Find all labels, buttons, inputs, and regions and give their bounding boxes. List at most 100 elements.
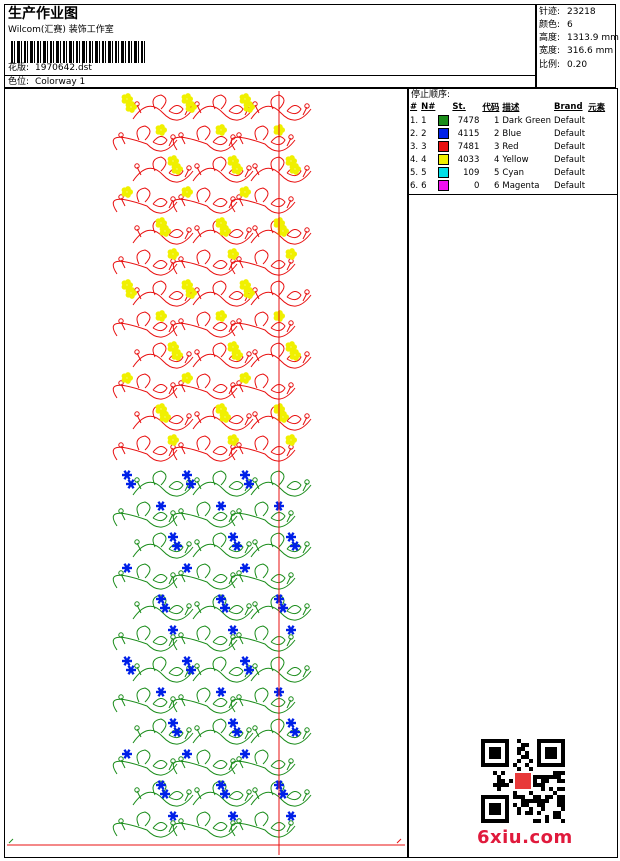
qr-module <box>557 775 561 779</box>
vine-motif <box>172 311 238 338</box>
flower-motif <box>219 501 225 507</box>
qr-module <box>521 803 525 807</box>
stop-row: 4. 4 4033 4 Yellow Default <box>410 153 608 166</box>
flower-motif <box>231 155 237 161</box>
bud-motif <box>194 725 200 731</box>
qr-module <box>553 811 557 815</box>
row-description: Red <box>502 141 519 152</box>
qr-module <box>517 747 521 751</box>
bud-motif <box>178 194 184 200</box>
bud-motif <box>246 351 252 357</box>
bud-motif <box>304 351 310 357</box>
qr-module <box>529 811 533 815</box>
vine-motif <box>230 687 296 714</box>
flower-motif <box>175 541 181 547</box>
scale-value: 0.20 <box>567 60 588 70</box>
row-index: 2. <box>410 128 419 139</box>
qr-module <box>497 783 501 787</box>
bud-motif <box>304 103 310 109</box>
flower-motif <box>163 225 169 231</box>
bud-motif <box>118 818 124 824</box>
row-needle: 3 <box>421 141 427 152</box>
vine-motif <box>250 532 312 559</box>
header-info-panel: 生产作业图 Wilcom(汇赛) 装饰工作室 花版: 1970642.dst 色… <box>4 4 536 88</box>
col-needle: N# <box>421 102 436 112</box>
bud-motif <box>170 382 176 388</box>
vine-motif <box>230 187 296 214</box>
flower-motif <box>171 434 177 440</box>
flower-motif <box>129 479 135 485</box>
flower-motif <box>185 563 191 569</box>
vine-motif <box>192 656 254 683</box>
design-filename: 1970642.dst <box>35 63 92 73</box>
flower-motif <box>223 603 229 609</box>
vine-motif <box>230 125 296 152</box>
design-canvas <box>4 88 408 858</box>
flower-motif <box>189 665 195 671</box>
qr-module <box>515 773 531 789</box>
flower-motif <box>235 727 241 733</box>
row-element <box>588 153 608 166</box>
flower-motif <box>125 93 131 99</box>
flower-motif <box>185 279 191 285</box>
flower-motif <box>289 718 295 724</box>
bud-motif <box>288 320 294 326</box>
qr-module <box>529 767 533 771</box>
flower-motif <box>277 124 283 130</box>
vine-motif <box>112 435 178 462</box>
qr-module <box>501 783 505 787</box>
bud-motif <box>304 541 310 547</box>
row-color-cell: 7481 <box>438 140 482 153</box>
qr-module <box>489 747 501 759</box>
flower-motif <box>159 217 165 223</box>
vine-motif <box>192 718 254 745</box>
flower-motif <box>185 372 191 378</box>
vine-motif <box>172 501 238 528</box>
bud-motif <box>304 479 310 485</box>
table-bottom-divider <box>409 194 617 195</box>
bud-motif <box>170 572 176 578</box>
qr-module <box>501 779 505 783</box>
bud-motif <box>246 603 252 609</box>
flower-motif <box>171 625 177 631</box>
flower-motif <box>159 310 165 316</box>
flower-motif <box>231 811 237 817</box>
row-code: 4 <box>493 154 500 165</box>
bud-motif <box>236 256 242 262</box>
flower-motif <box>163 603 169 609</box>
qr-module <box>557 779 561 783</box>
bud-motif <box>170 758 176 764</box>
divider <box>5 75 535 76</box>
flower-motif <box>159 501 165 507</box>
qr-module <box>545 799 549 803</box>
bud-motif <box>194 787 200 793</box>
vine-motif <box>132 594 194 621</box>
qr-module <box>521 799 525 803</box>
row-needle: 6 <box>421 180 427 191</box>
vine-motif <box>132 532 194 559</box>
qr-module <box>541 787 545 791</box>
qr-module <box>525 811 529 815</box>
flower-motif <box>243 563 249 569</box>
vine-motif <box>112 563 178 590</box>
bud-motif <box>118 442 124 448</box>
row-brand: Default <box>554 128 586 139</box>
scale-label: 比例: <box>539 60 561 70</box>
height-label: 高度: <box>539 33 561 43</box>
flower-motif <box>235 541 241 547</box>
vine-motif <box>230 625 296 652</box>
bud-motif <box>118 132 124 138</box>
qr-module <box>561 803 565 807</box>
qr-module <box>545 795 549 799</box>
bud-motif <box>186 351 192 357</box>
bud-motif <box>194 539 200 545</box>
qr-module <box>517 811 521 815</box>
qr-module <box>553 791 557 795</box>
end-marker <box>396 838 402 844</box>
qr-module <box>525 799 529 803</box>
row-needle: 4 <box>421 154 427 165</box>
qr-module <box>529 759 533 763</box>
row-color-cell: 109 <box>438 166 482 179</box>
bud-motif <box>252 477 258 483</box>
vine-motif <box>132 470 194 497</box>
